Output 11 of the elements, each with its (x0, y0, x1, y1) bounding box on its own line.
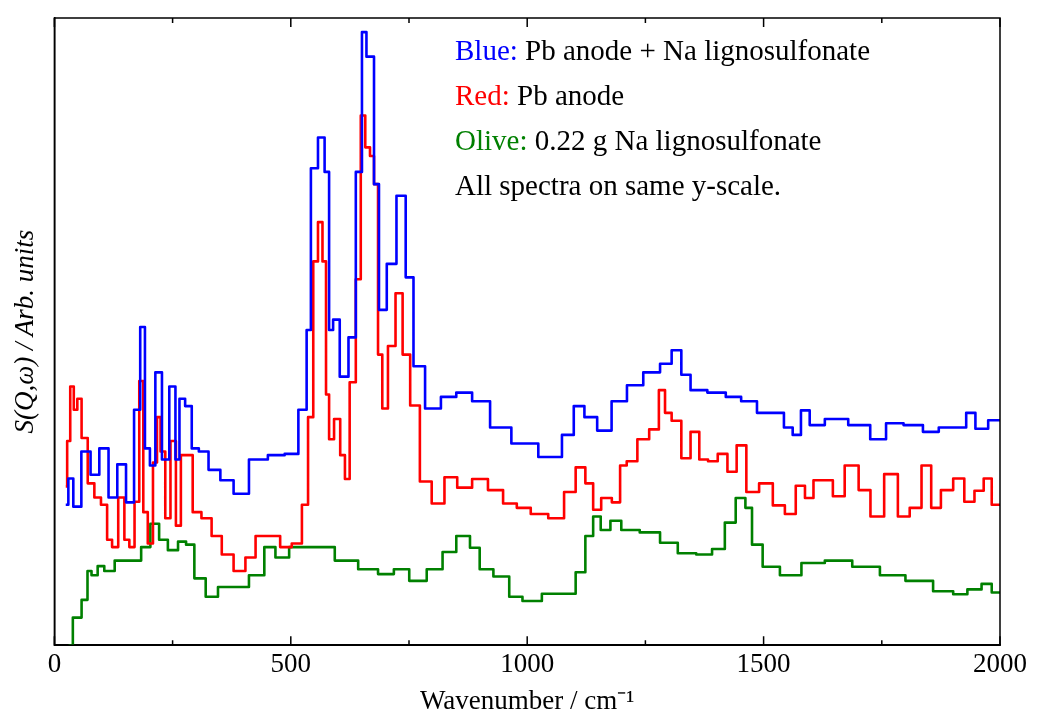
y-axis-title: S(Q,ω) / Arb. units (9, 229, 40, 434)
x-tick-label: 0 (47, 648, 62, 679)
x-tick-label: 1500 (736, 648, 791, 679)
x-tick-label: 2000 (973, 648, 1027, 679)
annotation: Red: Pb anode (455, 78, 626, 113)
x-axis-title: Wavenumber / cm⁻¹ (420, 684, 635, 715)
x-tick-label: 1000 (500, 648, 555, 679)
annotation: Olive: 0.22 g Na lignosulfonate (455, 123, 823, 158)
annotation: Blue: Pb anode + Na lignosulfonate (455, 33, 871, 68)
x-tick-label: 500 (270, 648, 312, 679)
annotation: All spectra on same y-scale. (455, 168, 783, 203)
